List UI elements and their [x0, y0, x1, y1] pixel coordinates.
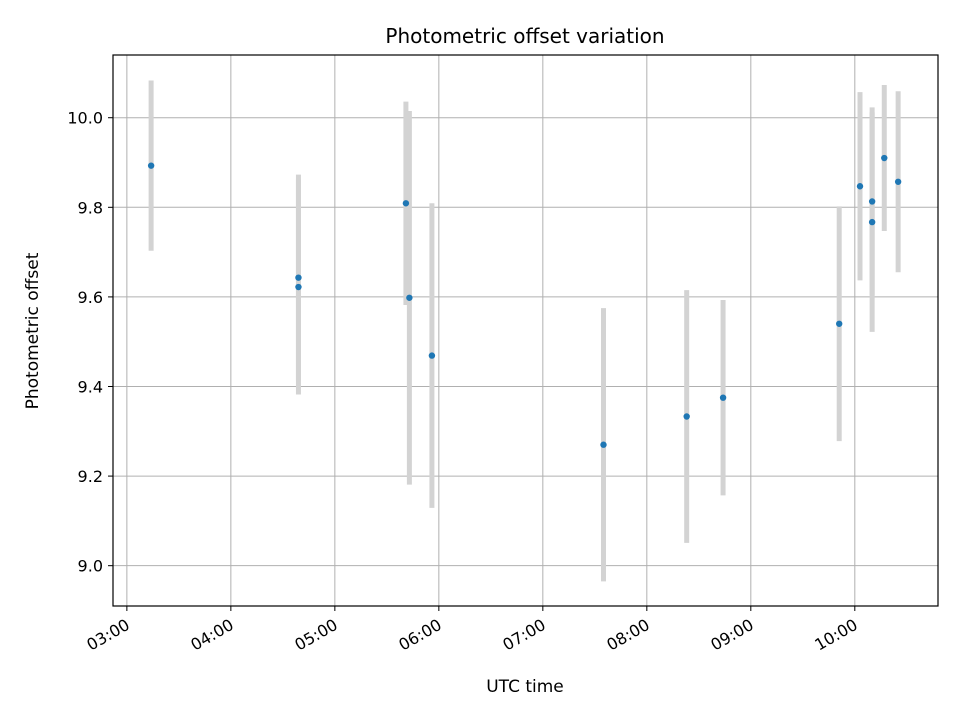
data-point: [295, 274, 302, 281]
chart-title: Photometric offset variation: [385, 24, 664, 48]
data-point: [868, 198, 876, 205]
y-axis: 9.0 9.2 9.4 9.6 9.8 10.0: [67, 109, 113, 576]
data-point: [836, 320, 843, 327]
y-tick-label: 9.2: [78, 467, 103, 486]
data-point: [406, 294, 413, 301]
y-tick-label: 9.4: [78, 377, 103, 396]
grid: [113, 55, 938, 606]
data-point: [894, 178, 902, 185]
data-point: [402, 200, 410, 207]
data-point: [881, 154, 888, 162]
data-point: [428, 352, 436, 359]
x-axis-label: UTC time: [486, 677, 564, 697]
data-point: [600, 441, 607, 448]
data-point: [856, 183, 864, 190]
data-point: [295, 283, 302, 291]
data-point: [868, 218, 876, 226]
y-tick-label: 9.6: [78, 288, 103, 307]
y-tick-label: 9.0: [78, 557, 103, 576]
data-point: [147, 162, 155, 169]
y-axis-label: Photometric offset: [23, 252, 43, 409]
data-point: [683, 413, 690, 420]
data-points: [147, 154, 902, 448]
y-tick-label: 9.8: [78, 198, 103, 217]
plot-frame: [112, 54, 939, 607]
y-tick-label: 10.0: [67, 109, 103, 128]
data-point: [719, 394, 727, 401]
